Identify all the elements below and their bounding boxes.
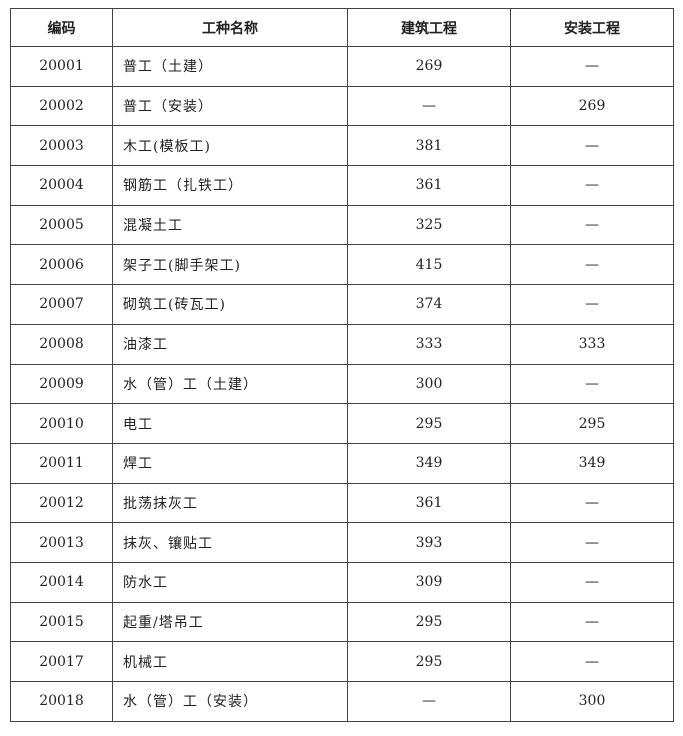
table-row: 20012 批荡抹灰工 361— [10,482,674,524]
trade-name-cell: 水（管）工（土建） [112,363,348,405]
table-row: 20015 起重/塔吊工 295— [10,601,674,643]
building-cell: — [347,681,511,722]
code-cell: 20003 [10,125,113,167]
table-row: 20014 防水工 309— [10,561,674,603]
code-cell: 20017 [10,641,113,682]
labor-rate-table: 编码 工种名称 建筑工程 安装工程 20001 普工（土建） 269—20002 普工… [10,8,674,722]
header-row: 编码 工种名称 建筑工程 安装工程 [10,8,674,47]
trade-name-cell: 砌筑工(砖瓦工) [112,284,348,325]
table-row: 20005 混凝土工 325— [10,204,674,246]
table-row: 20006 架子工(脚手架工) 415— [10,244,674,286]
code-cell: 20001 [10,46,113,87]
installation-cell: — [510,522,674,563]
installation-cell: — [510,561,674,603]
code-cell: 20014 [10,561,113,603]
trade-name-cell: 普工（安装） [112,85,348,127]
building-cell: 300 [347,363,511,405]
installation-cell: — [510,601,674,643]
table-row: 20007 砌筑工(砖瓦工) 374— [10,284,674,325]
installation-cell: 333 [510,323,674,365]
installation-cell: — [510,641,674,682]
code-cell: 20015 [10,601,113,643]
installation-cell: 269 [510,85,674,127]
code-cell: 20006 [10,244,113,286]
building-cell: 325 [347,204,511,246]
building-cell: 295 [347,601,511,643]
code-cell: 20002 [10,85,113,127]
table-row: 20017 机械工 295— [10,641,674,682]
building-cell: 295 [347,641,511,682]
building-cell: 415 [347,244,511,286]
table-row: 20010 电工 295 295 [10,403,674,444]
building-cell: 309 [347,561,511,603]
installation-cell: — [510,204,674,246]
header-trade-name: 工种名称 [112,8,348,47]
installation-cell: 295 [510,403,674,444]
installation-cell: 300 [510,681,674,722]
code-cell: 20012 [10,482,113,524]
table-row: 20003 木工(模板工) 381— [10,125,674,167]
code-cell: 20010 [10,403,113,444]
code-cell: 20007 [10,284,113,325]
building-cell: 361 [347,165,511,206]
code-cell: 20011 [10,442,113,484]
code-cell: 20018 [10,681,113,722]
building-cell: 349 [347,442,511,484]
trade-name-cell: 水（管）工（安装） [112,681,348,722]
table-row: 20011 焊工 349 349 [10,442,674,484]
building-cell: 269 [347,46,511,87]
code-cell: 20005 [10,204,113,246]
installation-cell: — [510,46,674,87]
trade-name-cell: 钢筋工（扎铁工） [112,165,348,206]
installation-cell: — [510,363,674,405]
installation-cell: — [510,125,674,167]
table-row: 20001 普工（土建） 269— [10,46,674,87]
building-cell: 361 [347,482,511,524]
installation-cell: — [510,165,674,206]
header-code: 编码 [10,8,113,47]
header-installation: 安装工程 [510,8,674,47]
table-row: 20008 油漆工 333 333 [10,323,674,365]
installation-cell: — [510,482,674,524]
table-row: 20013 抹灰、镶贴工 393— [10,522,674,563]
trade-name-cell: 机械工 [112,641,348,682]
trade-name-cell: 抹灰、镶贴工 [112,522,348,563]
trade-name-cell: 油漆工 [112,323,348,365]
table-row: 20002 普工（安装） —269 [10,85,674,127]
trade-name-cell: 架子工(脚手架工) [112,244,348,286]
trade-name-cell: 焊工 [112,442,348,484]
installation-cell: 349 [510,442,674,484]
installation-cell: — [510,244,674,286]
building-cell: 333 [347,323,511,365]
trade-name-cell: 批荡抹灰工 [112,482,348,524]
trade-name-cell: 混凝土工 [112,204,348,246]
building-cell: 393 [347,522,511,563]
table-row: 20004 钢筋工（扎铁工） 361— [10,165,674,206]
installation-cell: — [510,284,674,325]
code-cell: 20004 [10,165,113,206]
building-cell: — [347,85,511,127]
code-cell: 20008 [10,323,113,365]
trade-name-cell: 起重/塔吊工 [112,601,348,643]
building-cell: 374 [347,284,511,325]
trade-name-cell: 木工(模板工) [112,125,348,167]
trade-name-cell: 防水工 [112,561,348,603]
table-row: 20009 水（管）工（土建） 300— [10,363,674,405]
code-cell: 20013 [10,522,113,563]
trade-name-cell: 普工（土建） [112,46,348,87]
code-cell: 20009 [10,363,113,405]
trade-name-cell: 电工 [112,403,348,444]
building-cell: 295 [347,403,511,444]
header-building: 建筑工程 [347,8,511,47]
table-row: 20018 水（管）工（安装） —300 [10,681,674,722]
building-cell: 381 [347,125,511,167]
